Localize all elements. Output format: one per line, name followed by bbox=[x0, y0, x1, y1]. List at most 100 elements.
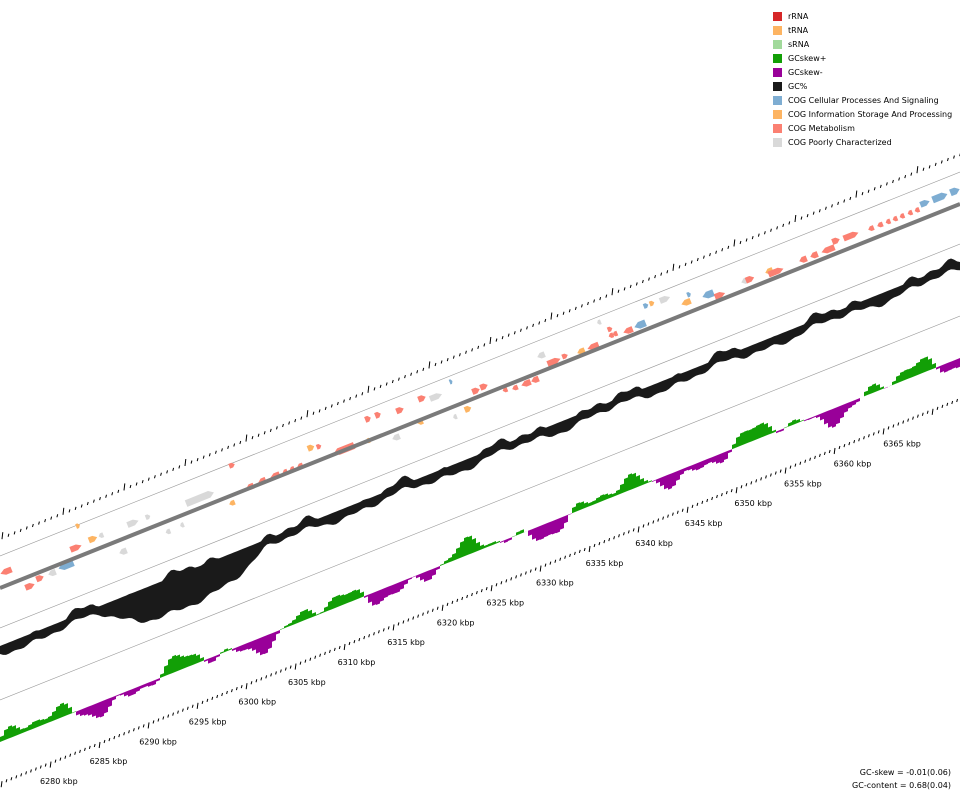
ruler-tick bbox=[804, 459, 807, 463]
ruler-tick bbox=[44, 763, 47, 767]
ruler-tick bbox=[812, 211, 815, 215]
ruler-tick bbox=[79, 749, 81, 753]
ruler-tick bbox=[133, 728, 135, 732]
ruler-tick bbox=[690, 260, 693, 264]
ruler-tick bbox=[799, 461, 802, 465]
ruler-tick bbox=[544, 318, 547, 323]
legend-label: GCskew+ bbox=[788, 53, 827, 63]
ruler-tick bbox=[324, 651, 326, 655]
ruler-tick bbox=[98, 741, 101, 749]
ruler-tick bbox=[627, 530, 630, 534]
legend-swatch bbox=[773, 67, 782, 77]
axis-label: 6335 kbp bbox=[586, 559, 624, 568]
ruler-tick bbox=[5, 779, 8, 783]
ruler-tick bbox=[605, 294, 608, 298]
ruler-tick bbox=[849, 196, 852, 201]
gene-arrow bbox=[126, 519, 139, 528]
ruler-tick bbox=[196, 457, 199, 462]
ruler-tick bbox=[715, 250, 717, 254]
gene-arrow bbox=[48, 568, 57, 577]
legend-item-cog-poorly: COG Poorly Characterized bbox=[773, 135, 952, 149]
legend-swatch bbox=[773, 39, 782, 49]
ruler-tick bbox=[172, 712, 174, 716]
gene-arrow bbox=[512, 384, 519, 391]
ruler-tick bbox=[581, 304, 583, 308]
ruler-tick bbox=[593, 543, 596, 548]
ruler-tick bbox=[490, 585, 493, 592]
ruler-tick bbox=[417, 614, 419, 618]
ruler-tick bbox=[672, 512, 674, 516]
ruler-tick bbox=[206, 698, 209, 703]
ruler-tick bbox=[559, 557, 562, 561]
gene-arrow bbox=[744, 276, 755, 284]
ruler-tick bbox=[137, 726, 140, 730]
gene-arrow bbox=[417, 395, 426, 403]
gc-skew-positive bbox=[0, 356, 936, 742]
ruler-tick bbox=[397, 622, 400, 626]
ruler-tick bbox=[593, 299, 595, 303]
ruler-tick bbox=[74, 506, 77, 511]
ruler-tick bbox=[757, 233, 760, 237]
ruler-tick bbox=[245, 683, 248, 690]
ruler-tick bbox=[678, 265, 681, 269]
ruler-tick bbox=[764, 231, 766, 235]
gene-arrow bbox=[58, 559, 75, 570]
ruler-tick bbox=[186, 706, 189, 710]
ruler-tick bbox=[294, 663, 297, 670]
ruler-tick bbox=[703, 255, 705, 259]
ruler-tick bbox=[833, 447, 836, 455]
ruler-tick bbox=[623, 287, 626, 291]
coordinate-ruler: 6280 kbp 6285 kbp 6290 kbp 6295 kbp 6300 kbp… bbox=[0, 398, 958, 788]
gene-arrow bbox=[831, 237, 840, 245]
ruler-tick bbox=[711, 496, 713, 501]
ruler-tick bbox=[483, 343, 486, 347]
legend-item-rrna: rRNA bbox=[773, 9, 952, 23]
gene-arrow bbox=[686, 292, 691, 298]
axis-label: 6340 kbp bbox=[635, 539, 673, 548]
ruler-tick bbox=[554, 559, 557, 563]
ruler-tick bbox=[532, 323, 534, 328]
ruler-tick bbox=[872, 432, 875, 436]
gene-arrow bbox=[877, 221, 884, 228]
ruler-tick bbox=[788, 221, 791, 225]
gene-arrow bbox=[75, 523, 80, 529]
ruler-tick bbox=[184, 458, 187, 467]
gene-arrow bbox=[87, 535, 98, 544]
ruler-tick bbox=[402, 620, 405, 624]
ruler-tick bbox=[422, 612, 424, 616]
ruler-tick bbox=[770, 473, 772, 477]
gene-arrow bbox=[24, 583, 35, 591]
legend-swatch bbox=[773, 11, 782, 21]
ruler-tick bbox=[495, 583, 498, 587]
gene-arrow bbox=[561, 353, 568, 360]
gc-content-stat: GC-content = 0.68(0.04) bbox=[852, 781, 951, 790]
ruler-tick bbox=[701, 500, 704, 505]
ruler-tick bbox=[108, 737, 111, 742]
ruler-tick bbox=[338, 645, 341, 650]
ruler-tick bbox=[128, 730, 130, 734]
ruler-tick bbox=[867, 189, 870, 193]
ruler-tick bbox=[562, 311, 565, 315]
ruler-tick bbox=[367, 385, 370, 393]
ruler-tick bbox=[202, 455, 205, 459]
legend-item-trna: tRNA bbox=[773, 23, 952, 37]
axis-label: 6310 kbp bbox=[338, 658, 376, 667]
ruler-tick bbox=[93, 499, 95, 503]
ruler-tick bbox=[103, 739, 106, 744]
ruler-tick bbox=[818, 209, 821, 213]
ruler-tick bbox=[539, 565, 542, 572]
ruler-tick bbox=[861, 192, 864, 196]
ruler-tick bbox=[789, 465, 792, 469]
ruler-tick bbox=[745, 483, 748, 487]
ruler-tick bbox=[696, 257, 699, 262]
ruler-tick bbox=[275, 671, 277, 675]
ruler-tick bbox=[853, 440, 856, 444]
ruler-tick bbox=[784, 467, 787, 474]
ruler-tick bbox=[941, 404, 944, 409]
ruler-tick bbox=[54, 759, 57, 763]
gene-arrow bbox=[144, 514, 151, 521]
ruler-tick bbox=[642, 524, 645, 528]
ruler-tick bbox=[59, 757, 62, 761]
ruler-tick bbox=[226, 690, 228, 695]
legend-label: tRNA bbox=[788, 25, 809, 35]
